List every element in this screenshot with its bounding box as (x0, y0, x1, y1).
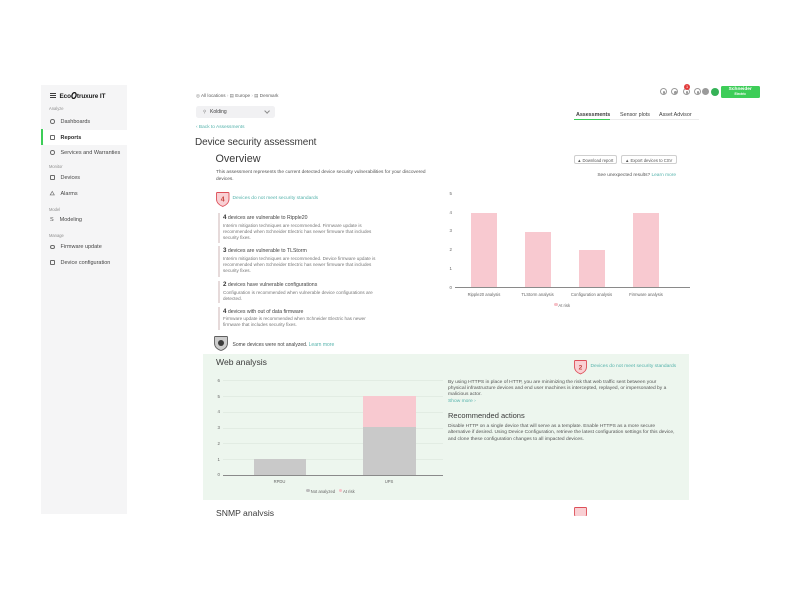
svg-text:2: 2 (579, 364, 583, 371)
svg-text:4: 4 (221, 196, 225, 203)
